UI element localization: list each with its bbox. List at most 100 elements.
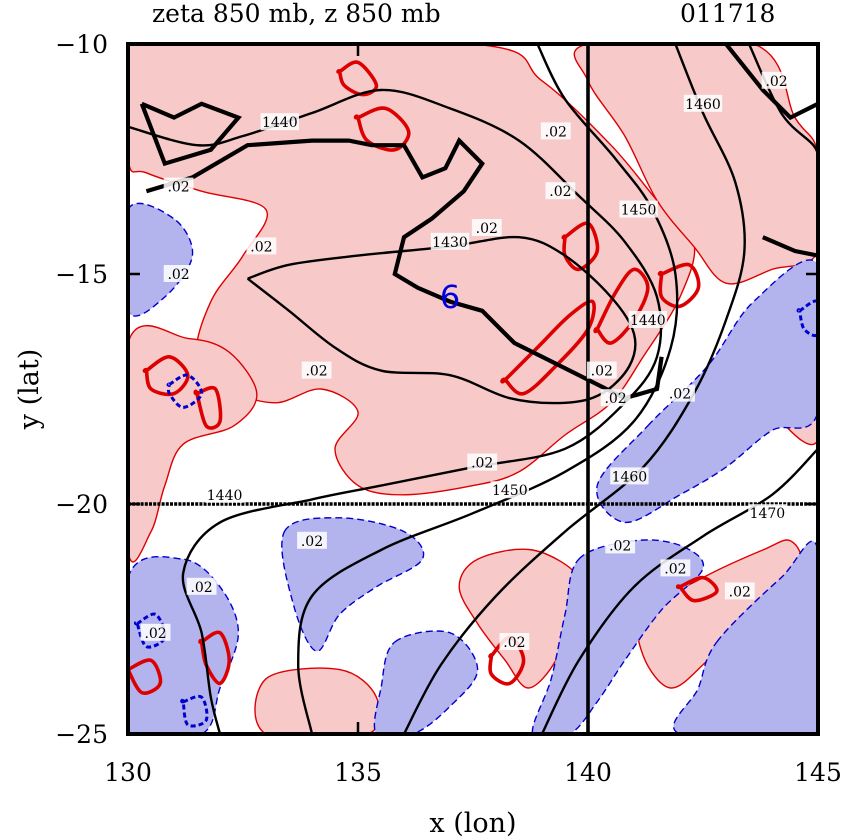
contour-value-label: .02 xyxy=(591,364,613,380)
strong-positive-vorticity-contour xyxy=(353,106,411,152)
contour-value-label: 1440 xyxy=(262,115,298,131)
contour-label-background xyxy=(660,559,691,577)
contour-label-background xyxy=(260,113,299,131)
contour-label-background xyxy=(724,582,755,600)
reference-lines xyxy=(128,44,818,734)
heavy-height-contour xyxy=(724,44,818,121)
contour-label-background xyxy=(163,177,194,195)
contour-value-label: .02 xyxy=(167,180,189,196)
negative-vorticity-region xyxy=(672,540,818,734)
contour-label-background xyxy=(761,71,792,89)
title-left: zeta 850 mb, z 850 mb xyxy=(152,0,441,28)
height-contour xyxy=(128,88,663,734)
height-contour xyxy=(296,44,679,734)
contour-value-label: .02 xyxy=(664,561,686,577)
x-tick-label: 130 xyxy=(104,758,152,787)
contour-value-label: .02 xyxy=(471,456,493,472)
contour-label-background xyxy=(467,453,498,471)
y-tick-label: −25 xyxy=(55,720,108,749)
y-tick-label: −10 xyxy=(55,30,108,59)
contour-value-label: 1440 xyxy=(630,313,666,329)
contour-label-background xyxy=(430,232,470,250)
contour-value-label: .02 xyxy=(190,580,212,596)
contour-label-background xyxy=(301,361,332,379)
y-tick-label: −15 xyxy=(55,260,108,289)
contour-label-background xyxy=(163,265,194,282)
cyclone-symbol: 6 xyxy=(440,278,460,316)
contour-value-label: .02 xyxy=(476,221,498,237)
height-contour xyxy=(402,44,746,734)
strong-positive-vorticity-contour xyxy=(193,385,223,430)
positive-vorticity-region xyxy=(458,548,582,689)
contour-value-label: 1450 xyxy=(621,203,657,219)
contour-label-background xyxy=(605,536,636,554)
positive-vorticity-region xyxy=(128,325,258,563)
contour-label-background xyxy=(619,200,658,218)
contour-value-label: .02 xyxy=(765,74,787,90)
heavy-height-contour xyxy=(139,101,242,167)
negative-vorticity-region xyxy=(531,539,705,734)
contour-value-label: .02 xyxy=(503,635,525,651)
y-tick-label: −20 xyxy=(55,490,108,519)
negative-vorticity-region xyxy=(281,517,425,652)
contour-label-background xyxy=(628,311,667,328)
strong-positive-vorticity-contour xyxy=(657,262,701,309)
contour-label-background xyxy=(586,361,617,379)
contour-value-label: 1460 xyxy=(612,469,648,485)
x-axis-label: x (lon) xyxy=(429,808,516,839)
contour-label-background xyxy=(246,237,277,255)
contour-value-label: .02 xyxy=(250,239,272,255)
contour-labels: 1440 1430 1440 1450 1460 1440 1450 1460 1470 .02.… xyxy=(140,71,792,651)
contour-value-label: 1430 xyxy=(432,235,468,251)
strong-positive-vorticity-contour xyxy=(336,60,379,97)
positive-vorticity-region xyxy=(573,44,818,285)
y-axis-label: y (lat) xyxy=(14,349,45,431)
x-tick-label: 140 xyxy=(564,758,612,787)
strong-positive-vorticity-contour xyxy=(142,355,190,397)
positive-vorticity-contours xyxy=(128,60,719,695)
strong-positive-vorticity-contour xyxy=(593,267,650,345)
contour-label-background xyxy=(610,467,649,485)
contour-label-background xyxy=(499,633,530,650)
contour-value-label: 1470 xyxy=(750,506,786,522)
strong-negative-vorticity-contour xyxy=(166,373,204,409)
negative-vorticity-region xyxy=(373,630,479,734)
contour-label-background xyxy=(490,481,529,499)
contour-label-background xyxy=(683,94,723,112)
contour-label-background xyxy=(140,623,171,641)
strong-negative-vorticity-contour xyxy=(180,694,209,728)
contour-value-label: .02 xyxy=(609,538,631,554)
contour-value-label: 1440 xyxy=(207,488,243,504)
contour-value-label: .02 xyxy=(144,626,166,642)
positive-vorticity-region xyxy=(128,44,696,496)
contour-label-background xyxy=(748,504,787,522)
contour-label-background xyxy=(540,122,571,140)
contour-value-label: 1460 xyxy=(685,97,721,113)
strong-positive-vorticity-contour xyxy=(675,575,719,603)
markers: 6 xyxy=(440,278,460,316)
negative-vorticity-region xyxy=(128,202,194,317)
x-tick-label: 135 xyxy=(334,758,382,787)
contour-label-background xyxy=(665,384,695,402)
positive-vorticity-region xyxy=(254,667,382,734)
contour-value-label: .02 xyxy=(669,387,691,403)
heavy-height-contours xyxy=(139,44,818,401)
contour-value-label: .02 xyxy=(305,364,327,380)
contour-value-label: .02 xyxy=(545,124,567,140)
title-right: 011718 xyxy=(680,0,775,28)
plot-frame xyxy=(126,42,820,736)
contour-label-background xyxy=(205,485,244,503)
strong-negative-vorticity-contour xyxy=(133,612,167,649)
contour-label-background xyxy=(545,182,576,200)
heavy-height-contour xyxy=(145,137,664,401)
contour-value-label: .02 xyxy=(167,267,189,283)
contour-value-label: .02 xyxy=(729,584,751,600)
height-contour xyxy=(246,235,637,405)
contour-value-label: .02 xyxy=(549,184,571,200)
contour-value-label: .02 xyxy=(604,391,626,407)
x-tick-label: 145 xyxy=(794,758,842,787)
contour-label-background xyxy=(297,531,327,549)
contour-label-background xyxy=(471,219,502,236)
